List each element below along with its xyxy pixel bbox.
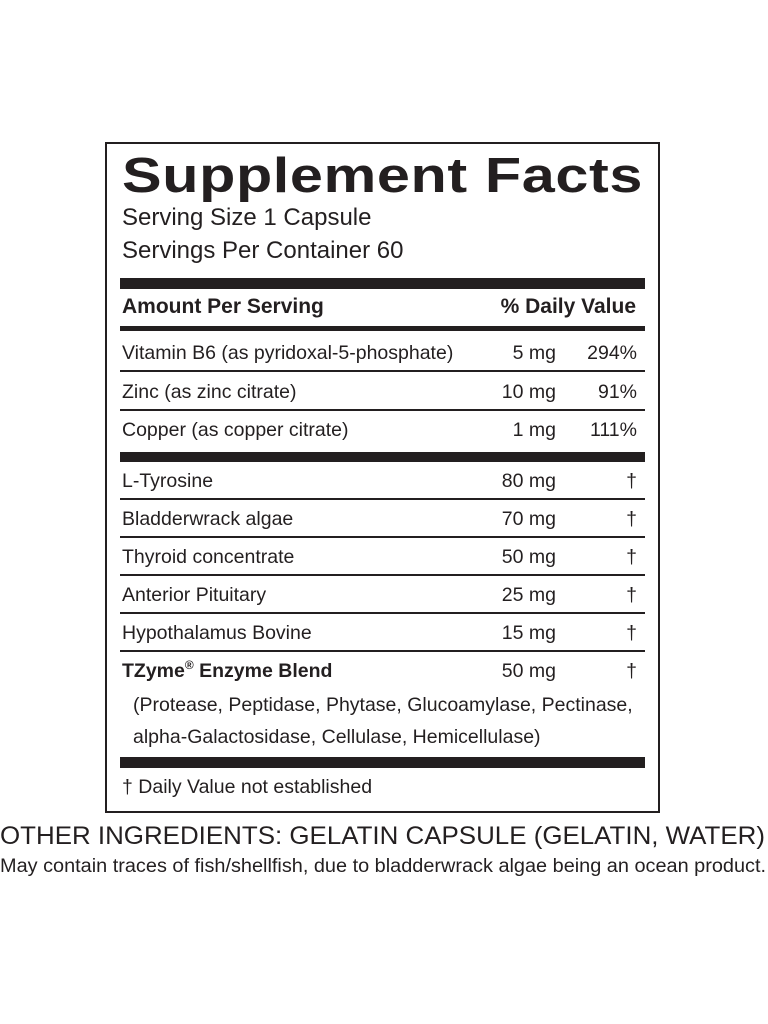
- daily-value: †: [626, 508, 637, 530]
- thick-rule: [120, 278, 645, 289]
- thin-rule: [120, 574, 645, 576]
- daily-value: †: [626, 546, 637, 568]
- blend-brand: TZyme: [122, 660, 185, 682]
- nutrient-name: Vitamin B6 (as pyridoxal-5-phosphate): [122, 342, 454, 364]
- header-right: % Daily Value: [500, 295, 636, 318]
- nutrient-amount: 10 mg: [501, 380, 556, 403]
- thick-rule: [120, 452, 645, 462]
- blend-name: TZyme® Enzyme Blend: [122, 659, 332, 683]
- nutrient-name: Zinc (as zinc citrate): [122, 380, 297, 403]
- header-left: Amount Per Serving: [122, 295, 324, 318]
- thin-rule: [120, 408, 645, 411]
- nutrient-amount: 1 mg: [512, 419, 556, 441]
- blend-contents: (Protease, Peptidase, Phytase, Glucoamyl…: [133, 694, 633, 716]
- blend-amount: 50 mg: [501, 660, 556, 682]
- blend-mark: ®: [184, 658, 194, 672]
- blend-name: Enzyme Blend: [199, 660, 333, 682]
- daily-value: 111%: [590, 419, 637, 441]
- servings-per-container: Servings Per Container 60: [122, 237, 404, 264]
- thin-rule: [120, 370, 645, 372]
- thin-rule: [120, 612, 645, 614]
- nutrient-amount: 5 mg: [512, 342, 556, 364]
- thin-rule: [120, 536, 645, 538]
- daily-value: †: [626, 470, 637, 492]
- nutrient-name: Hypothalamus Bovine: [122, 622, 312, 644]
- blend-contents: alpha-Galactosidase, Cellulase, Hemicell…: [133, 726, 541, 748]
- facts-panel: [105, 142, 660, 813]
- thin-rule: [120, 498, 645, 500]
- nutrient-amount: 70 mg: [501, 508, 556, 530]
- nutrient-amount: 80 mg: [501, 470, 556, 492]
- nutrient-amount: 15 mg: [501, 622, 556, 644]
- footnote: † Daily Value not established: [122, 776, 373, 798]
- nutrient-name: Thyroid concentrate: [122, 546, 295, 568]
- other-ingredients: OTHER INGREDIENTS: GELATIN CAPSULE (GELA…: [0, 822, 765, 850]
- panel-title: Supplement Facts: [122, 149, 643, 203]
- daily-value: 294%: [587, 342, 637, 364]
- daily-value: †: [626, 622, 637, 644]
- nutrient-name: Bladderwrack algae: [122, 508, 294, 530]
- nutrient-name: Copper (as copper citrate): [122, 419, 349, 441]
- medium-rule: [120, 326, 645, 331]
- serving-size: Serving Size 1 Capsule: [122, 204, 372, 231]
- daily-value: 91%: [597, 380, 637, 403]
- daily-value: †: [626, 584, 637, 606]
- nutrient-amount: 50 mg: [501, 546, 556, 568]
- nutrient-name: Anterior Pituitary: [122, 584, 267, 606]
- thick-rule: [120, 757, 645, 768]
- thin-rule: [120, 650, 645, 652]
- blend-dv: †: [626, 660, 637, 682]
- nutrient-amount: 25 mg: [501, 584, 556, 606]
- nutrient-name: L-Tyrosine: [122, 470, 214, 492]
- allergen-note: May contain traces of fish/shellfish, du…: [0, 856, 766, 877]
